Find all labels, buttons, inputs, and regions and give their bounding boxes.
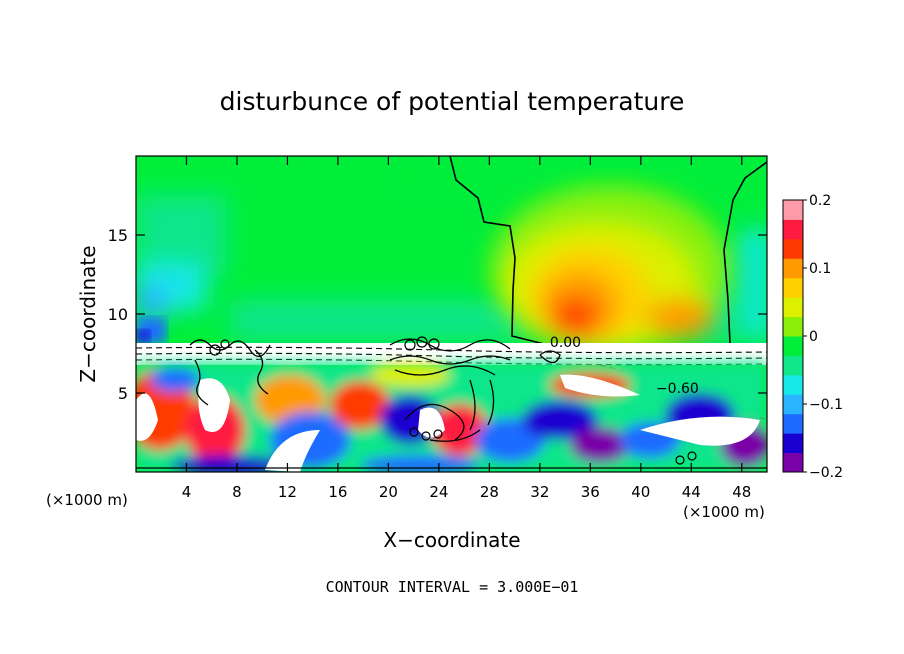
plot-area: 0.00 −0.60 <box>136 156 767 472</box>
x-unit-left: (×1000 m) <box>46 491 128 509</box>
x-tick-label: 16 <box>328 483 347 501</box>
x-tick-label: 48 <box>732 483 751 501</box>
y-tick-label: 15 <box>108 226 128 245</box>
colorbar-label: 0.2 <box>809 193 831 209</box>
colorbar-swatch <box>783 258 803 279</box>
white-patches <box>136 374 760 472</box>
x-tick-label: 36 <box>581 483 600 501</box>
x-tick-label: 44 <box>682 483 701 501</box>
colorbar-label: −0.2 <box>809 465 843 481</box>
stable-layer <box>136 343 767 365</box>
contour-label: −0.60 <box>656 381 699 397</box>
colorbar-label: 0.1 <box>809 261 831 277</box>
x-tick-label: 4 <box>182 483 192 501</box>
colorbar-swatch <box>783 336 803 356</box>
contour-label: 0.00 <box>550 335 581 351</box>
contour-interval: CONTOUR INTERVAL = 3.000E−01 <box>326 578 579 596</box>
y-axis-label: Z−coordinate <box>76 245 100 382</box>
colorbar-swatch <box>783 374 803 395</box>
x-axis-ticks: 4 8 12 16 20 24 28 32 36 40 44 48 <box>182 156 751 501</box>
colorbar-label: −0.1 <box>809 397 843 413</box>
x-tick-label: 8 <box>232 483 242 501</box>
zero-contour <box>449 156 767 349</box>
colorbar: 0.2 0.1 0 −0.1 −0.2 <box>782 193 843 481</box>
chart-title: disturbunce of potential temperature <box>220 87 685 116</box>
colorbar-swatch <box>783 219 803 240</box>
colorbar-swatch <box>783 452 803 473</box>
x-axis-label: X−coordinate <box>383 528 520 552</box>
colorbar-swatch <box>783 277 803 298</box>
x-tick-label: 28 <box>480 483 499 501</box>
cold-band-2 <box>136 330 150 342</box>
y-tick-label: 10 <box>108 305 128 324</box>
colorbar-swatch <box>783 200 803 220</box>
x-tick-label: 24 <box>429 483 448 501</box>
colorbar-swatch <box>783 238 803 259</box>
x-unit-right: (×1000 m) <box>683 503 765 521</box>
colorbar-swatch <box>783 355 803 376</box>
x-tick-label: 20 <box>379 483 398 501</box>
solid-contours <box>136 338 767 469</box>
colorbar-swatch <box>783 433 803 454</box>
colorbar-label: 0 <box>809 329 818 345</box>
warm-anomaly <box>490 185 730 355</box>
x-tick-label: 12 <box>278 483 297 501</box>
y-tick-label: 5 <box>118 384 128 403</box>
x-tick-label: 32 <box>530 483 549 501</box>
x-tick-label: 40 <box>631 483 650 501</box>
colorbar-swatch <box>783 316 803 337</box>
colorbar-swatch <box>783 394 803 415</box>
colorbar-swatch <box>783 413 803 434</box>
small-loops <box>209 336 697 465</box>
y-axis-ticks: 5 10 15 <box>108 226 767 403</box>
colorbar-swatch <box>783 297 803 318</box>
